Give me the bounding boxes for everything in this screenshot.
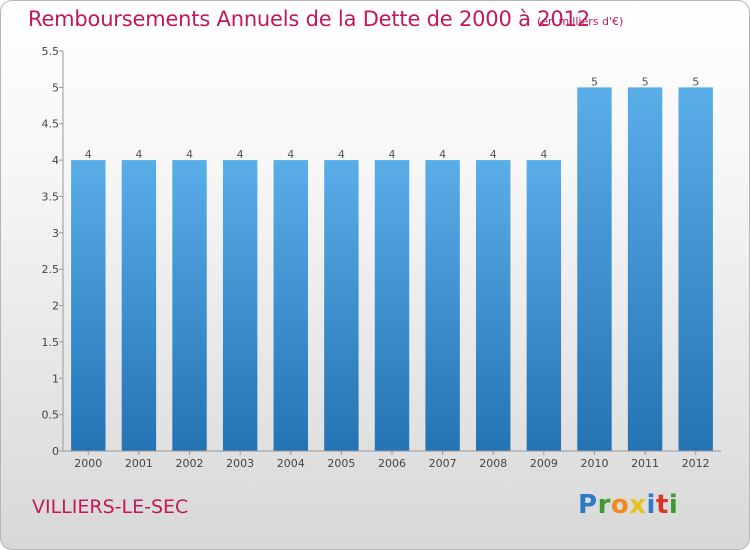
bar-2008 [476, 160, 511, 451]
x-tick-label: 2011 [631, 457, 659, 470]
bar-2002 [172, 160, 207, 451]
y-tick-label: 0 [52, 445, 59, 458]
bar-value-label: 5 [692, 75, 699, 88]
chart-title: Remboursements Annuels de la Dette de 20… [28, 7, 590, 31]
x-tick-label: 2001 [125, 457, 153, 470]
x-tick-label: 2007 [429, 457, 457, 470]
x-tick-label: 2009 [530, 457, 558, 470]
x-tick-label: 2008 [479, 457, 507, 470]
bar-value-label: 4 [389, 148, 396, 161]
logo-letter: t [655, 490, 669, 520]
proxiti-logo: Proxiti [578, 490, 678, 520]
x-tick-label: 2000 [74, 457, 102, 470]
bar-value-label: 4 [540, 148, 547, 161]
bar-2006 [374, 160, 410, 451]
x-tick-label: 2006 [378, 457, 406, 470]
bars: 4 4 4 4 4 4 4 4 4 4 5 5 5 [71, 75, 713, 451]
bar-value-label: 4 [490, 148, 497, 161]
bar-value-label: 4 [135, 148, 142, 161]
bar-2005 [324, 160, 359, 451]
logo-letter: o [610, 490, 630, 520]
y-tick-label: 5 [52, 81, 59, 94]
x-tick-label: 2002 [176, 457, 204, 470]
y-tick-label: 2.5 [42, 263, 60, 276]
bar-2012 [678, 87, 713, 451]
y-tick-label: 4.5 [42, 118, 60, 131]
bar-2000 [71, 160, 106, 451]
x-tick-label: 2003 [226, 457, 254, 470]
bar-value-label: 5 [591, 75, 598, 88]
bar-2010 [577, 87, 612, 451]
logo-letter: i [646, 490, 656, 520]
bar-2003 [222, 160, 258, 451]
x-tick-label: 2012 [682, 457, 710, 470]
chart-subtitle: (en milliers d'€) [537, 15, 624, 28]
x-tick-label: 2010 [580, 457, 608, 470]
bar-2004 [273, 160, 308, 451]
logo-letter: x [629, 490, 647, 520]
y-tick-label: 4 [52, 154, 59, 167]
y-tick-label: 1.5 [42, 336, 60, 349]
y-tick-label: 1 [52, 372, 59, 385]
y-tick-label: 0.5 [42, 409, 60, 422]
bar-value-label: 4 [85, 148, 92, 161]
place-name: VILLIERS-LE-SEC [32, 496, 189, 518]
bar-2011 [627, 87, 663, 451]
y-tick-label: 2 [52, 300, 59, 313]
x-tick-label: 2005 [327, 457, 355, 470]
bar-2007 [425, 160, 460, 451]
x-tick-label: 2004 [277, 457, 305, 470]
bar-value-label: 4 [439, 148, 446, 161]
bar-value-label: 4 [338, 148, 345, 161]
bar-value-label: 5 [642, 75, 649, 88]
y-tick-label: 3.5 [42, 190, 60, 203]
x-axis: 2000 2001 2002 2003 2004 2005 2006 2007 2008 2009… [63, 450, 721, 470]
bar-2001 [121, 160, 157, 451]
y-tick-label: 5.5 [42, 45, 60, 58]
logo-letter: i [668, 490, 679, 520]
bar-value-label: 4 [287, 148, 294, 161]
y-tick-label: 3 [52, 227, 59, 240]
logo-letter: r [597, 490, 611, 520]
bar-value-label: 4 [237, 148, 244, 161]
logo-letter: P [578, 490, 598, 520]
bar-2009 [526, 160, 562, 451]
y-axis: 0 0.5 1 1.5 2 2.5 3 3.5 4 4.5 5 5.5 [42, 45, 64, 458]
bar-value-label: 4 [186, 148, 193, 161]
